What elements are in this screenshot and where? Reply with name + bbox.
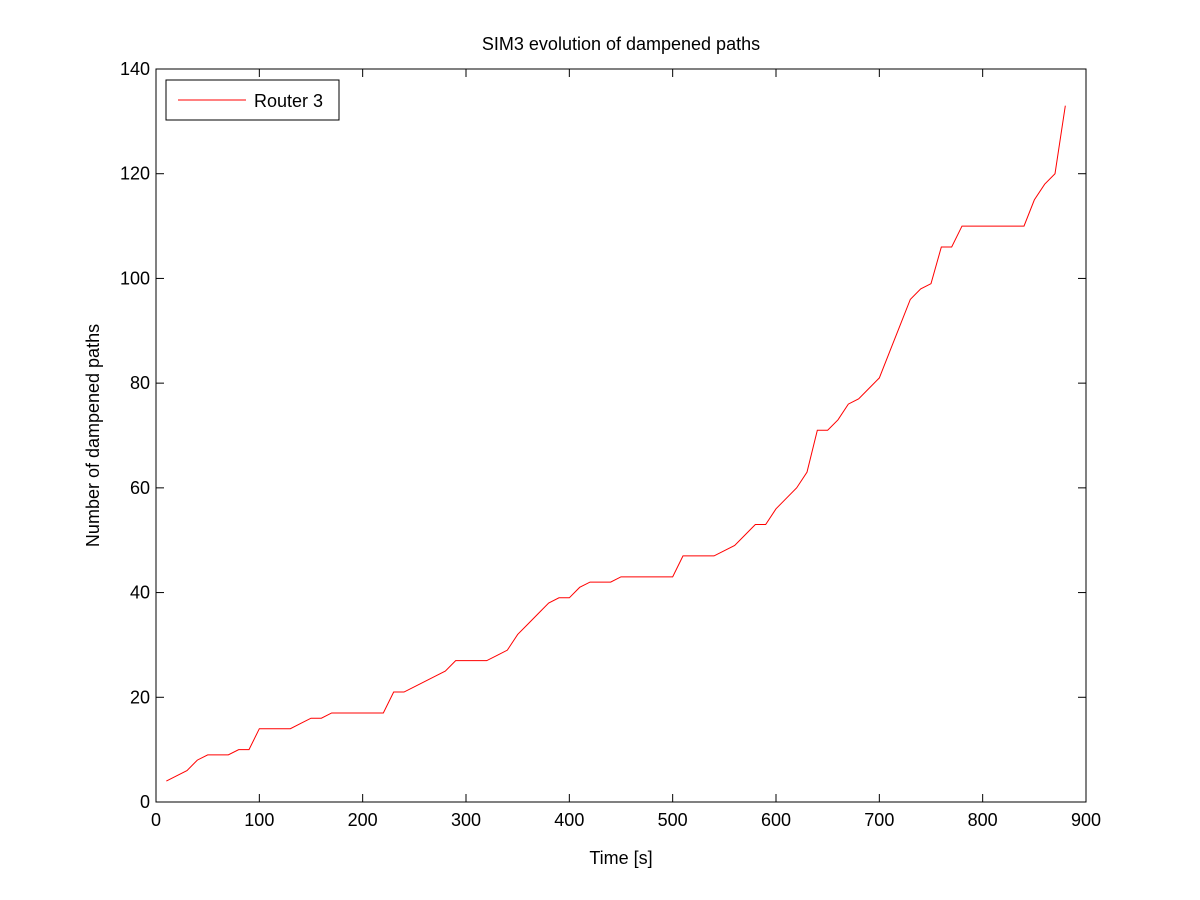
x-tick-label: 400 [554, 810, 584, 830]
x-tick-label: 0 [151, 810, 161, 830]
y-tick-label: 80 [130, 373, 150, 393]
x-axis-ticks: 0 100 200 300 400 500 600 700 800 900 [151, 69, 1101, 830]
series-line-router-3 [166, 105, 1066, 782]
y-tick-label: 0 [140, 792, 150, 812]
x-tick-label: 800 [968, 810, 998, 830]
x-tick-label: 300 [451, 810, 481, 830]
y-tick-label: 40 [130, 583, 150, 603]
y-tick-label: 120 [120, 164, 150, 184]
y-tick-label: 60 [130, 478, 150, 498]
x-tick-label: 200 [348, 810, 378, 830]
series-layer [166, 105, 1066, 782]
x-tick-label: 500 [658, 810, 688, 830]
y-tick-label: 20 [130, 687, 150, 707]
chart-title: SIM3 evolution of dampened paths [482, 34, 760, 54]
y-tick-label: 100 [120, 268, 150, 288]
axes-box [155, 68, 1087, 803]
x-tick-label: 600 [761, 810, 791, 830]
y-axis-ticks: 0 20 40 60 80 100 120 140 [120, 59, 1086, 812]
x-axis-label: Time [s] [589, 848, 652, 868]
y-axis-label: Number of dampened paths [83, 324, 103, 547]
x-tick-label: 100 [244, 810, 274, 830]
x-tick-label: 700 [864, 810, 894, 830]
plot-area-border [155, 68, 1087, 803]
x-tick-label: 900 [1071, 810, 1101, 830]
legend-label-router-3: Router 3 [254, 91, 323, 111]
legend: Router 3 [165, 79, 340, 121]
y-tick-label: 140 [120, 59, 150, 79]
